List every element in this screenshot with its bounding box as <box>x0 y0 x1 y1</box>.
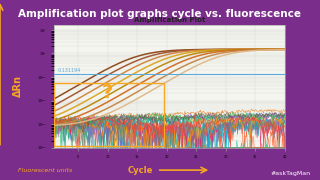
Text: #askTagMan: #askTagMan <box>270 171 310 176</box>
Text: ?: ? <box>102 83 113 102</box>
Text: 0.131194: 0.131194 <box>57 68 81 73</box>
Bar <box>54 83 164 146</box>
Title: Amplification Plot: Amplification Plot <box>134 17 205 23</box>
Text: Amplification plot graphs cycle vs. fluorescence: Amplification plot graphs cycle vs. fluo… <box>19 9 301 19</box>
Text: Fluorescent units: Fluorescent units <box>18 168 72 173</box>
Text: Cycle: Cycle <box>128 166 154 175</box>
Text: ΔRn: ΔRn <box>12 75 23 97</box>
